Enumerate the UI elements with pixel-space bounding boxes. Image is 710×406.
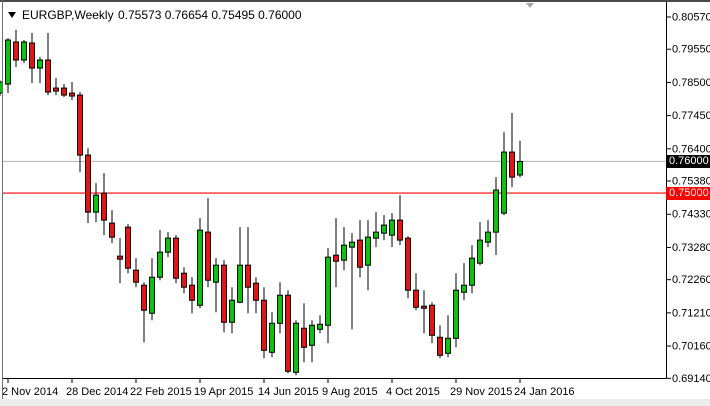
x-axis-label: 4 Oct 2015 — [386, 386, 440, 398]
candle-up — [445, 337, 451, 354]
window-bottom-edge — [0, 399, 710, 406]
candle-up — [5, 39, 11, 85]
candle-up — [373, 231, 379, 239]
x-axis-label: 28 Dec 2014 — [66, 386, 128, 398]
current-price-badge: 0.76000 — [666, 155, 710, 168]
candle-down — [245, 264, 251, 288]
candle-down — [189, 284, 195, 301]
candle-up — [237, 264, 243, 303]
candle-up — [149, 276, 155, 314]
x-axis-label: 2 Nov 2014 — [2, 386, 58, 398]
candle-down — [437, 336, 443, 356]
candle-up — [197, 229, 203, 306]
candle-up — [269, 322, 275, 353]
candle-up — [517, 160, 523, 176]
candle-up — [501, 151, 507, 214]
x-axis-label: 29 Nov 2015 — [450, 386, 512, 398]
candle-down — [125, 226, 131, 269]
candle-up — [21, 41, 27, 61]
candle-up — [389, 219, 395, 236]
candle-down — [357, 239, 363, 268]
y-axis-label: 0.76400 — [672, 143, 710, 155]
candle-down — [253, 282, 259, 301]
candle-up — [325, 256, 331, 326]
candle-down — [133, 269, 139, 283]
candle-down — [397, 219, 403, 241]
candle-up — [93, 194, 99, 213]
triangle-down-icon[interactable] — [8, 12, 16, 18]
candle-down — [61, 87, 67, 96]
y-axis-label: 0.71210 — [672, 307, 710, 319]
candle-up — [309, 324, 315, 346]
candle-down — [13, 41, 19, 61]
candle-up — [453, 289, 459, 339]
chart-shift-triangle-down-icon[interactable] — [526, 3, 534, 8]
candle-up — [469, 257, 475, 286]
ohlc-values-label: 0.75573 0.76654 0.75495 0.76000 — [118, 8, 302, 22]
symbol-timeframe-label: EURGBP,Weekly — [22, 8, 114, 22]
y-axis-label: 0.74330 — [672, 209, 710, 221]
candle-up — [165, 237, 171, 253]
y-axis-label: 0.70160 — [672, 341, 710, 353]
window-top-border — [0, 0, 710, 2]
candle-down — [101, 192, 107, 221]
candle-down — [301, 327, 307, 348]
candle-down — [421, 305, 427, 309]
candle-down — [109, 222, 115, 238]
y-axis-label: 0.78500 — [672, 77, 710, 89]
candle-down — [173, 237, 179, 279]
candle-up — [157, 251, 163, 278]
y-axis-label: 0.75380 — [672, 176, 710, 188]
candle-up — [461, 284, 467, 293]
candle-down — [285, 294, 291, 372]
y-axis-label: 0.77450 — [672, 110, 710, 122]
candle-down — [181, 272, 187, 288]
candle-down — [413, 289, 419, 308]
candle-up — [213, 264, 219, 283]
candle-up — [277, 294, 283, 324]
candle-down — [45, 59, 51, 93]
y-axis-label: 0.79550 — [672, 44, 710, 56]
candle-up — [37, 59, 43, 69]
candle-down — [429, 304, 435, 336]
x-axis-label: 14 Jun 2015 — [258, 386, 319, 398]
candle-down — [53, 87, 59, 92]
y-axis-label: 0.72260 — [672, 274, 710, 286]
x-axis-label: 9 Aug 2015 — [322, 386, 378, 398]
candle-down — [29, 42, 35, 69]
candle-up — [341, 244, 347, 261]
candle-up — [317, 323, 323, 330]
level-price-badge: 0.75000 — [666, 187, 710, 200]
candle-down — [141, 284, 147, 311]
y-axis-label: 0.69140 — [672, 373, 710, 385]
candle-down — [509, 151, 515, 178]
y-axis-label: 0.73280 — [672, 242, 710, 254]
x-axis-label: 24 Jan 2016 — [514, 386, 575, 398]
candle-down — [333, 254, 339, 262]
candle-up — [477, 239, 483, 264]
candle-down — [261, 299, 267, 351]
candle-up — [349, 241, 355, 248]
x-axis-label: 22 Feb 2015 — [130, 386, 192, 398]
y-axis-label: 0.80570 — [672, 12, 710, 24]
candle-down — [117, 255, 123, 260]
candle-up — [293, 322, 299, 373]
candle-up — [365, 236, 371, 266]
candle-down — [77, 94, 83, 156]
candle-up — [381, 224, 387, 234]
candle-down — [205, 231, 211, 281]
candle-up — [229, 299, 235, 323]
candle-down — [221, 264, 227, 323]
candle-up — [485, 231, 491, 243]
candle-up — [493, 189, 499, 233]
candle-down — [405, 237, 411, 291]
candle-down — [69, 92, 75, 97]
candle-down — [85, 154, 91, 213]
window-left-border — [2, 0, 3, 399]
x-axis-label: 19 Apr 2015 — [194, 386, 253, 398]
